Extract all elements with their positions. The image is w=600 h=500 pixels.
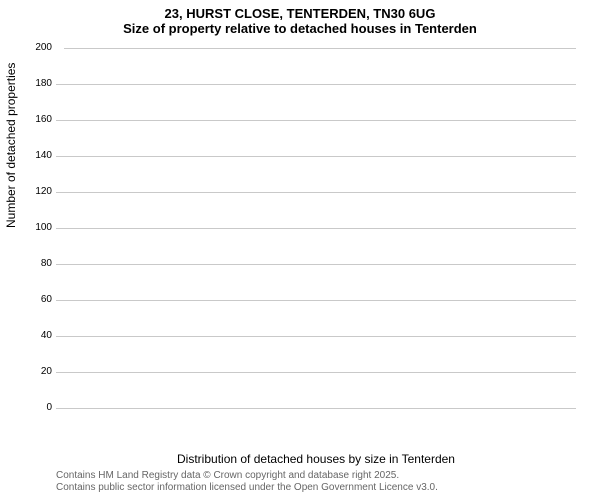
gridline [56,48,576,49]
y-tick-label: 120 [22,186,52,197]
gridline [56,84,576,85]
reference-line [56,48,57,408]
x-axis-label: Distribution of detached houses by size … [56,452,576,466]
y-axis-label: Number of detached properties [4,63,18,228]
gridline [56,156,576,157]
y-tick-label: 0 [22,402,52,413]
annotation-box [56,48,64,52]
chart-subtitle: Size of property relative to detached ho… [0,21,600,36]
y-tick-label: 200 [22,42,52,53]
gridline [56,372,576,373]
y-tick-label: 60 [22,294,52,305]
gridline [56,408,576,409]
y-tick-label: 180 [22,78,52,89]
chart-title: 23, HURST CLOSE, TENTERDEN, TN30 6UG [0,6,600,21]
y-tick-label: 100 [22,222,52,233]
plot-area [56,48,576,408]
chart-container: 23, HURST CLOSE, TENTERDEN, TN30 6UG Siz… [0,0,600,500]
y-tick-label: 80 [22,258,52,269]
gridline [56,192,576,193]
footer-line-2: Contains public sector information licen… [56,482,438,494]
chart-titles: 23, HURST CLOSE, TENTERDEN, TN30 6UG Siz… [0,0,600,36]
y-tick-label: 140 [22,150,52,161]
chart-footer: Contains HM Land Registry data © Crown c… [56,470,438,493]
gridline [56,300,576,301]
gridline [56,228,576,229]
y-tick-label: 20 [22,366,52,377]
gridlines [56,48,576,408]
gridline [56,264,576,265]
y-tick-label: 40 [22,330,52,341]
y-tick-label: 160 [22,114,52,125]
gridline [56,336,576,337]
footer-line-1: Contains HM Land Registry data © Crown c… [56,470,438,482]
gridline [56,120,576,121]
